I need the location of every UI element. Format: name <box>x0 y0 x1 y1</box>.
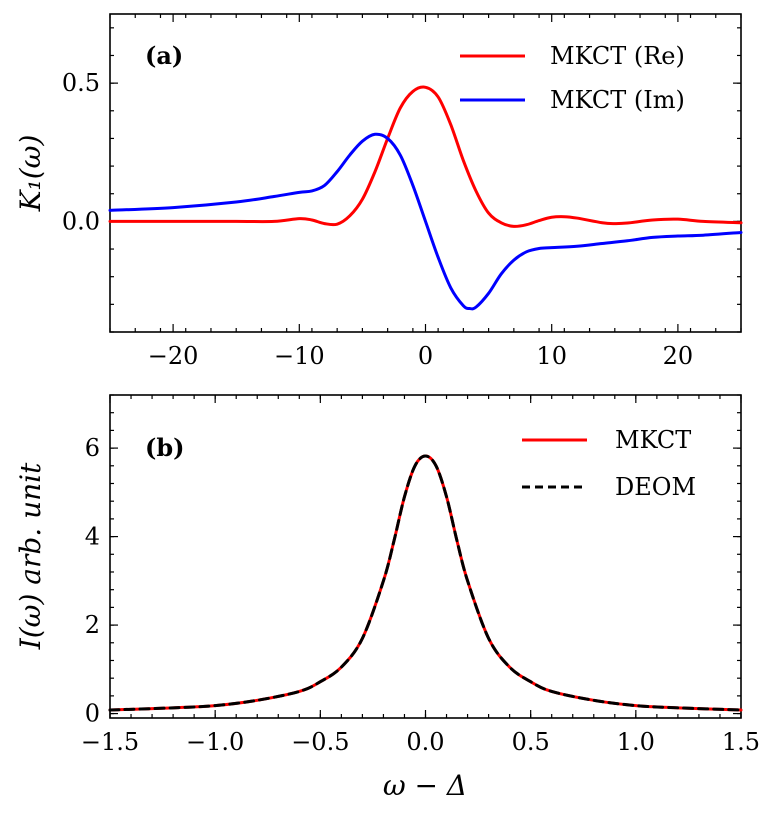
x-tick-label: 1.0 <box>617 728 655 756</box>
panel-b-xlabel: ω − Δ <box>383 769 467 802</box>
panel-b-ticks: −1.5 −1.0 −0.5 0.0 0.5 1.0 1.5 0 2 4 6 <box>81 394 760 756</box>
x-tick-label: −10 <box>274 342 325 370</box>
x-tick-label: −20 <box>148 342 199 370</box>
x-tick-label: 0.5 <box>512 728 550 756</box>
panel-b-series <box>108 454 743 712</box>
panel-b-label: (b) <box>145 433 185 462</box>
y-tick-label: 2 <box>85 611 100 639</box>
panel-b-legend: MKCT DEOM <box>522 426 696 501</box>
legend-label-mkct: MKCT <box>615 426 691 454</box>
series-mkct-im <box>108 132 743 311</box>
panel-b-ylabel: I(ω) arb. unit <box>14 462 47 650</box>
y-tick-label: 6 <box>85 434 100 462</box>
x-tick-label: 0.0 <box>406 728 444 756</box>
panel-b: −1.5 −1.0 −0.5 0.0 0.5 1.0 1.5 0 2 4 6 (b) I(ω) ar… <box>14 394 760 802</box>
panel-a-ylabel: K₁(ω) <box>14 135 47 213</box>
x-tick-label: 0 <box>418 342 433 370</box>
panel-a-legend: MKCT (Re) MKCT (Im) <box>460 42 685 114</box>
panel-a-ticks: −20 −10 0 10 20 0.0 0.5 <box>62 14 742 370</box>
x-tick-label: −1.5 <box>81 728 139 756</box>
x-tick-label: −0.5 <box>291 728 349 756</box>
legend-label-deom: DEOM <box>615 473 696 501</box>
x-tick-label: −1.0 <box>186 728 244 756</box>
panel-a: −20 −10 0 10 20 0.0 0.5 (a) K₁(ω) MKCT (Re) MK… <box>14 13 743 370</box>
x-tick-label: 1.5 <box>722 728 760 756</box>
y-tick-label: 0 <box>85 700 100 728</box>
y-tick-label: 0.0 <box>62 207 100 235</box>
legend-label-mkct-im: MKCT (Im) <box>550 86 685 114</box>
y-tick-label: 0.5 <box>62 69 100 97</box>
series-deom <box>108 454 743 712</box>
series-mkct-re <box>108 85 743 228</box>
y-tick-label: 4 <box>85 523 100 551</box>
panel-a-label: (a) <box>145 41 183 70</box>
x-tick-label: 20 <box>663 342 694 370</box>
panel-a-series <box>108 85 743 311</box>
x-tick-label: 10 <box>536 342 567 370</box>
legend-label-mkct-re: MKCT (Re) <box>550 42 685 70</box>
